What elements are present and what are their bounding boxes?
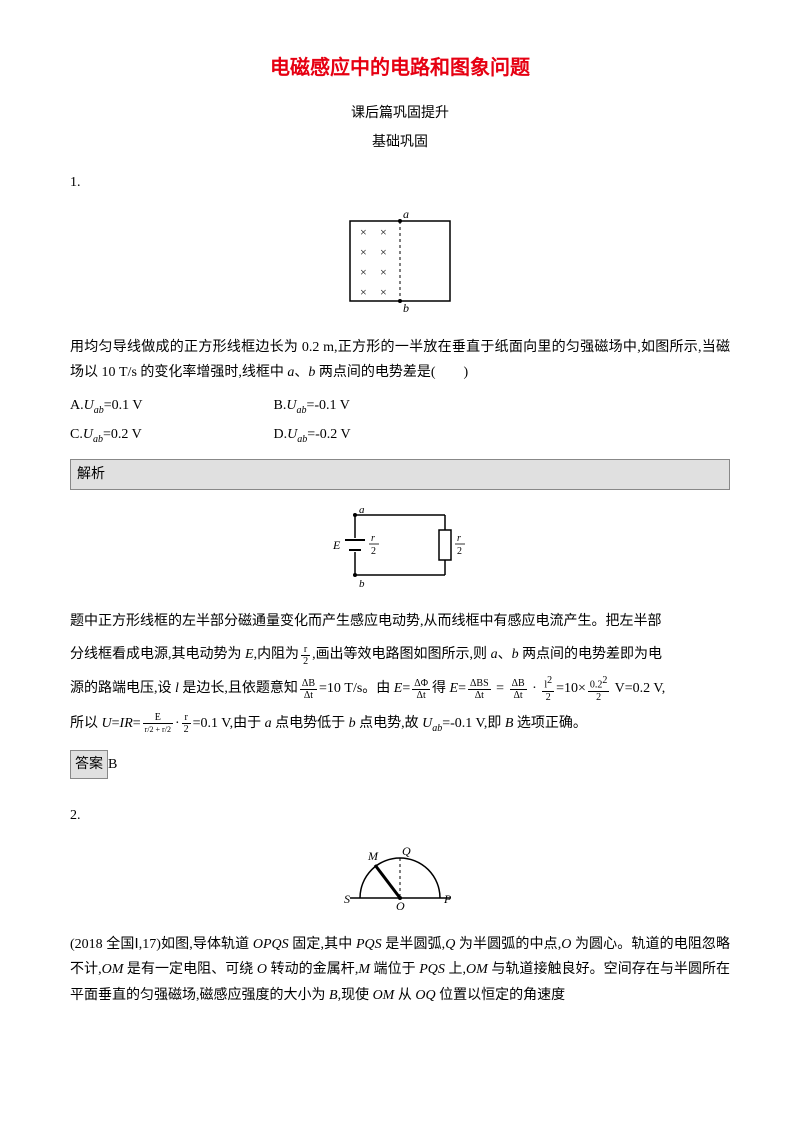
svg-text:×: ×: [360, 285, 367, 299]
analysis-p3: 源的路端电压,设 l 是边长,且依题意知ΔBΔt=10 T/s。由 E=ΔΦΔt…: [70, 675, 730, 702]
svg-text:a: a: [403, 207, 409, 221]
q1-options: A.Uab=0.1 V B.Uab=-0.1 V C.Uab=0.2 V D.U…: [70, 393, 730, 449]
analysis-label: 解析: [70, 459, 730, 490]
question-2-number: 2.: [70, 803, 730, 828]
q2-text: (2018 全国Ⅰ,17)如图,导体轨道 OPQS 固定,其中 PQS 是半圆弧…: [70, 932, 730, 1008]
figure-3: M Q S O P: [70, 838, 730, 922]
figure-1: × × × × × × × × a b: [70, 206, 730, 325]
svg-text:×: ×: [360, 265, 367, 279]
option-b: B.Uab=-0.1 V: [274, 393, 474, 420]
svg-text:S: S: [344, 892, 350, 906]
option-d: D.Uab=-0.2 V: [274, 422, 474, 449]
answer-value: B: [108, 757, 117, 772]
svg-text:×: ×: [380, 245, 387, 259]
svg-text:b: b: [403, 301, 409, 315]
svg-text:E: E: [332, 538, 341, 552]
svg-text:×: ×: [380, 265, 387, 279]
svg-text:b: b: [359, 578, 365, 590]
q1-text: 用均匀导线做成的正方形线框边长为 0.2 m,正方形的一半放在垂直于纸面向里的匀…: [70, 335, 730, 385]
figure-2: a b E r 2 r 2: [70, 500, 730, 599]
x-mark: ×: [360, 225, 367, 239]
answer-row: 答案B: [70, 746, 730, 783]
svg-text:×: ×: [360, 245, 367, 259]
svg-text:O: O: [396, 899, 405, 913]
svg-text:a: a: [359, 504, 365, 516]
svg-text:r: r: [457, 533, 461, 544]
svg-text:Q: Q: [402, 844, 411, 858]
svg-text:M: M: [367, 849, 379, 863]
svg-text:×: ×: [380, 285, 387, 299]
analysis-p2: 分线框看成电源,其电动势为 E,内阻为r2,画出等效电路图如图所示,则 a、b …: [70, 642, 730, 667]
svg-text:P: P: [443, 892, 452, 906]
main-title: 电磁感应中的电路和图象问题: [70, 50, 730, 86]
subtitle-line-2: 基础巩固: [70, 130, 730, 155]
subtitle-line-1: 课后篇课后篇巩固提升巩固提升: [70, 101, 730, 126]
svg-text:2: 2: [371, 546, 376, 557]
svg-text:2: 2: [457, 546, 462, 557]
svg-text:×: ×: [380, 225, 387, 239]
svg-text:r: r: [371, 533, 375, 544]
analysis-p4: 所以 U=IR=Er/2 + r/2·r2=0.1 V,由于 a 点电势低于 b…: [70, 711, 730, 738]
option-c: C.Uab=0.2 V: [70, 422, 270, 449]
analysis-p1: 题中正方形线框的左半部分磁通量变化而产生感应电动势,从而线框中有感应电流产生。把…: [70, 609, 730, 634]
question-1-number: 1.: [70, 170, 730, 195]
option-a: A.Uab=0.1 V: [70, 393, 270, 420]
answer-label: 答案: [70, 750, 108, 779]
